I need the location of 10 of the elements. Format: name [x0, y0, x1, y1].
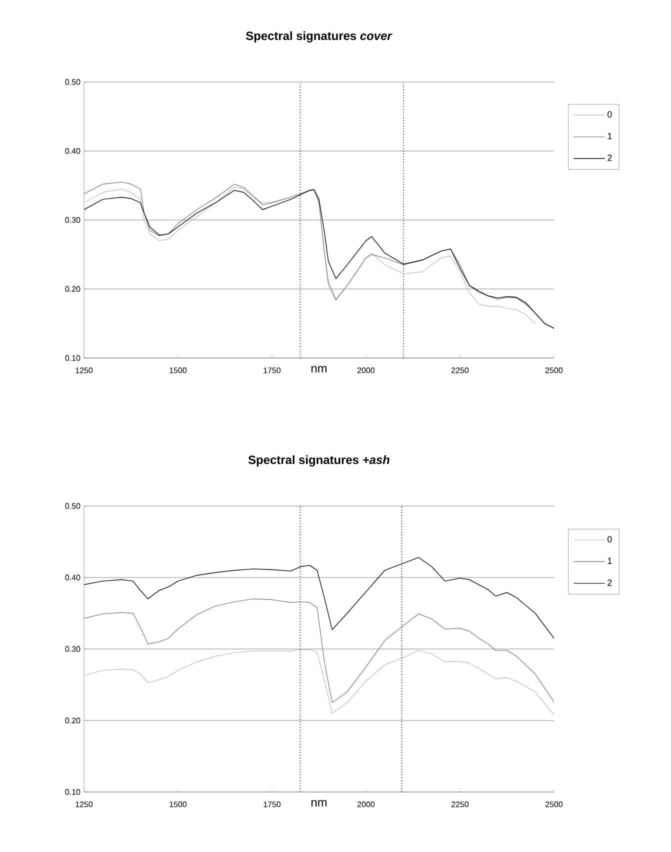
x-axis-title: nm: [311, 366, 327, 372]
chart-title: Spectral signatures cover: [246, 31, 392, 42]
chart-title: Spectral signatures +ash: [248, 455, 390, 466]
legend-label: 0: [608, 536, 612, 542]
legend-label: 2: [608, 579, 612, 586]
legend-label: 2: [608, 154, 612, 161]
x-axis-title: nm: [311, 800, 327, 806]
legend-label: 0: [608, 111, 612, 118]
legend-label: 1: [608, 558, 612, 564]
legend-label: 1: [608, 133, 612, 140]
